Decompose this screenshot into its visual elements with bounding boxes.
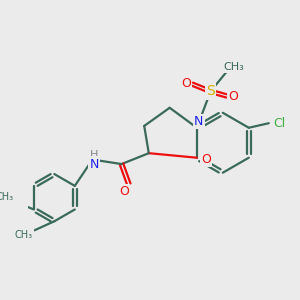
Text: Cl: Cl xyxy=(274,117,286,130)
Text: O: O xyxy=(181,77,191,90)
Text: N: N xyxy=(90,158,99,171)
Text: O: O xyxy=(119,185,129,198)
Text: N: N xyxy=(194,115,203,128)
Text: CH₃: CH₃ xyxy=(0,192,14,202)
Text: O: O xyxy=(228,90,238,104)
Text: CH₃: CH₃ xyxy=(14,230,32,240)
Text: O: O xyxy=(201,153,211,166)
Text: S: S xyxy=(206,84,215,98)
Text: H: H xyxy=(90,150,98,160)
Text: CH₃: CH₃ xyxy=(224,62,244,72)
